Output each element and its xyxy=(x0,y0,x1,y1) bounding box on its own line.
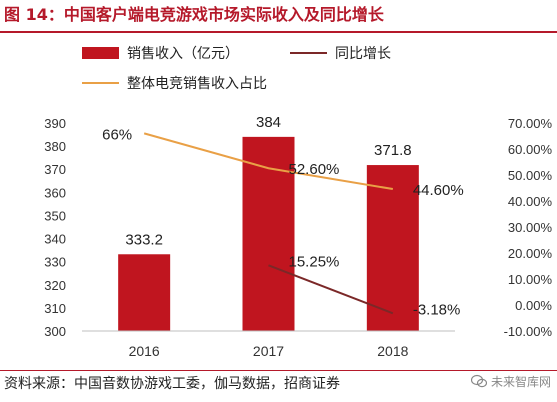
figure-title: 图 14：中国客户端电竞游戏市场实际收入及同比增长 xyxy=(4,5,384,24)
bar-value-label: 384 xyxy=(256,114,281,131)
watermark-text: 未来智库网 xyxy=(490,375,551,389)
left-tick-label: 350 xyxy=(44,208,66,223)
x-tick-label: 2016 xyxy=(129,343,160,359)
right-tick-label: 50.00% xyxy=(508,168,553,183)
right-tick-label: 0.00% xyxy=(515,298,552,313)
share-value-label: 44.60% xyxy=(413,182,464,199)
yoy-value-label: -3.18% xyxy=(413,301,461,318)
x-tick-label: 2018 xyxy=(377,343,408,359)
legend-swatch-bar xyxy=(82,47,119,59)
bar-2018 xyxy=(366,165,419,331)
left-tick-label: 310 xyxy=(44,301,66,316)
data-labels: 333.2 384 371.8 15.25% -3.18% 66% 52.60% 44.60% xyxy=(102,114,464,318)
legend-label-share: 整体电竞销售收入占比 xyxy=(127,75,267,91)
share-value-label: 66% xyxy=(102,126,132,143)
yoy-line xyxy=(268,264,394,315)
right-tick-label: 40.00% xyxy=(508,194,553,209)
source-note: 资料来源：中国音数协游戏工委，伽马数据，招商证券 xyxy=(4,376,340,392)
right-tick-label: 10.00% xyxy=(508,272,553,287)
right-tick-label: -10.00% xyxy=(504,324,553,339)
right-tick-label: 30.00% xyxy=(508,220,553,235)
left-axis-ticks: 300 310 320 330 340 350 360 370 380 390 xyxy=(44,116,66,339)
left-tick-label: 300 xyxy=(44,324,66,339)
left-tick-label: 340 xyxy=(44,232,66,247)
left-tick-label: 390 xyxy=(44,116,66,131)
source-divider xyxy=(0,370,557,371)
wechat-icon xyxy=(471,374,488,388)
left-tick-label: 370 xyxy=(44,162,66,177)
legend-label-bar: 销售收入（亿元） xyxy=(127,45,239,61)
left-tick-label: 320 xyxy=(44,278,66,293)
share-line xyxy=(143,132,393,191)
yoy-value-label: 15.25% xyxy=(289,253,340,270)
right-tick-label: 70.00% xyxy=(508,116,553,131)
title-divider xyxy=(0,31,557,33)
bar-value-label: 333.2 xyxy=(125,231,163,248)
right-axis-ticks: -10.00% 0.00% 10.00% 20.00% 30.00% 40.00% 50.0… xyxy=(504,116,553,339)
left-tick-label: 330 xyxy=(44,255,66,270)
left-tick-label: 380 xyxy=(44,139,66,154)
bar-2016 xyxy=(118,254,171,331)
bar-value-label: 371.8 xyxy=(374,142,412,159)
share-value-label: 52.60% xyxy=(289,161,340,178)
right-tick-label: 20.00% xyxy=(508,246,553,261)
watermark: 未来智库网 xyxy=(471,373,551,390)
right-tick-label: 60.00% xyxy=(508,142,553,157)
line-series xyxy=(143,132,394,315)
x-axis-ticks: 2016 2017 2018 xyxy=(129,343,409,359)
left-tick-label: 360 xyxy=(44,185,66,200)
bar-series xyxy=(118,136,419,331)
bar-2017 xyxy=(242,136,295,331)
x-tick-label: 2017 xyxy=(253,343,284,359)
legend-label-yoy: 同比增长 xyxy=(335,45,391,61)
